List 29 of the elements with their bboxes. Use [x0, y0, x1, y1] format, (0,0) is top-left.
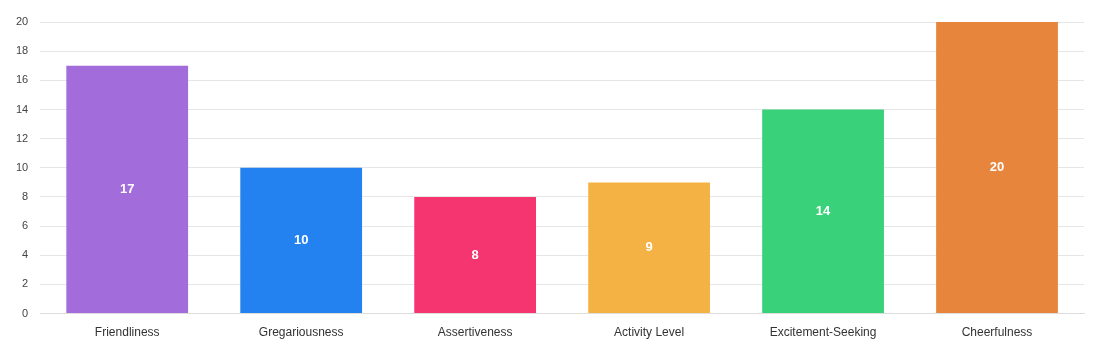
y-tick-label: 2: [22, 277, 29, 290]
data-label: 9: [645, 239, 653, 255]
x-tick-label: Activity Level: [614, 325, 685, 340]
y-tick-label: 14: [15, 102, 29, 115]
data-label: 10: [293, 232, 309, 248]
y-tick-label: 4: [22, 248, 29, 261]
y-tick-label: 16: [15, 73, 29, 86]
bar: [762, 109, 884, 314]
x-tick-label: Assertiveness: [437, 325, 513, 340]
bar: [66, 65, 189, 314]
y-tick-label: 0: [22, 306, 29, 319]
y-tick-label: 20: [15, 15, 29, 28]
data-label: 14: [815, 202, 832, 218]
x-tick-label: Excitement-Seeking: [769, 325, 877, 340]
data-label: 8: [471, 246, 479, 262]
data-label: 20: [989, 159, 1005, 175]
bar: [588, 182, 710, 314]
bar: [240, 167, 363, 314]
y-tick-label: 12: [15, 131, 29, 144]
x-tick-label: Friendliness: [94, 325, 160, 340]
y-tick-label: 10: [15, 160, 29, 173]
x-tick-label: Gregariousness: [258, 325, 344, 340]
bar: [414, 196, 537, 314]
y-tick-label: 18: [15, 44, 29, 57]
x-tick-label: Cheerfulness: [961, 325, 1033, 340]
y-tick-label: 6: [22, 219, 29, 232]
bar: [936, 22, 1058, 314]
data-label: 17: [119, 181, 135, 196]
y-tick-label: 8: [22, 189, 29, 202]
